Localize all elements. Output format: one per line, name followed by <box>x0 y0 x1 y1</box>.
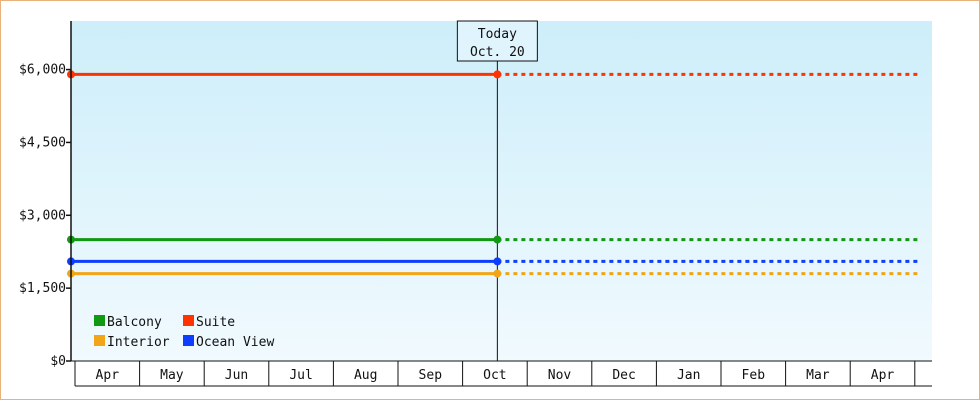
legend-label[interactable]: Balcony <box>107 315 162 330</box>
x-tick-label: Oct <box>483 368 506 383</box>
today-date-label: Oct. 20 <box>470 45 525 60</box>
plot-area <box>71 21 932 361</box>
data-point[interactable] <box>493 70 502 79</box>
legend-label[interactable]: Interior <box>107 335 170 350</box>
x-tick-label: Apr <box>96 368 120 383</box>
x-tick-label: Jan <box>677 368 700 383</box>
y-tick-label: $0 <box>50 354 66 369</box>
today-label: Today <box>478 27 517 42</box>
y-tick-label: $3,000 <box>19 208 66 223</box>
data-point[interactable] <box>493 235 502 244</box>
x-tick-label: Apr <box>871 368 895 383</box>
x-tick-label: Feb <box>742 368 766 383</box>
y-tick-label: $6,000 <box>19 63 66 78</box>
data-point[interactable] <box>493 257 502 266</box>
data-point[interactable] <box>493 269 502 278</box>
x-tick-label: May <box>160 368 184 383</box>
x-tick-label: Dec <box>612 368 635 383</box>
x-tick-label: Sep <box>419 368 443 383</box>
legend-label[interactable]: Ocean View <box>196 335 274 350</box>
y-tick-label: $1,500 <box>19 281 66 296</box>
legend-swatch <box>183 315 194 326</box>
legend-swatch <box>183 335 194 346</box>
series-layer <box>67 70 921 278</box>
x-tick-label: Nov <box>548 368 572 383</box>
x-tick-label: Jun <box>225 368 248 383</box>
today-marker: Today Oct. 20 <box>456 20 538 361</box>
legend-swatch <box>94 335 105 346</box>
legend-swatch <box>94 315 105 326</box>
legend: Balcony Suite Interior Ocean View <box>94 315 274 350</box>
today-label-box <box>456 20 538 62</box>
x-tick-label: Jul <box>289 368 312 383</box>
x-tick-label: Aug <box>354 368 377 383</box>
axes: $0 $1,500 $3,000 $4,500 $6,000 Apr May Jun Jul Au… <box>19 21 932 387</box>
y-tick-label: $4,500 <box>19 135 66 150</box>
legend-label[interactable]: Suite <box>196 315 235 330</box>
x-tick-label: Mar <box>806 368 830 383</box>
